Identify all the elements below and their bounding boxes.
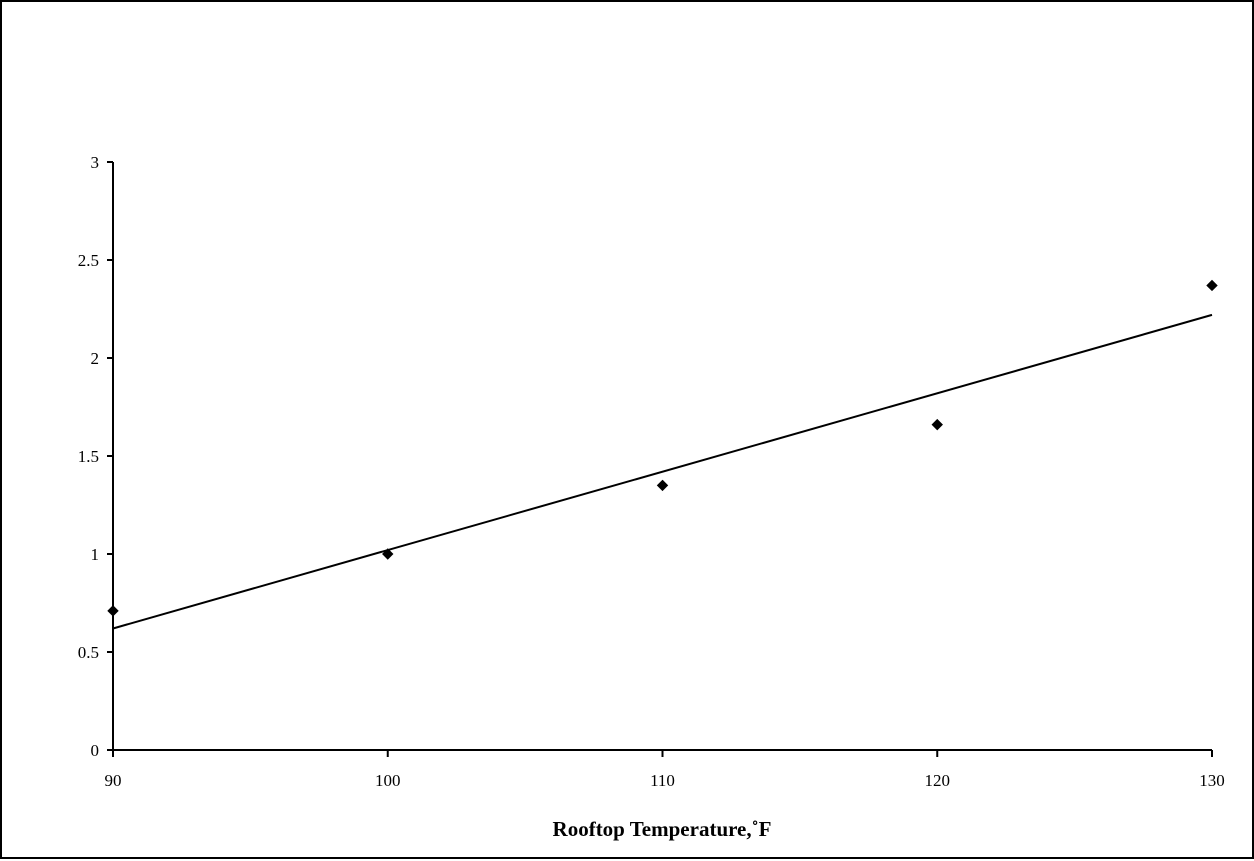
x-tick-label: 110 <box>650 771 675 790</box>
trendline-group <box>112 313 1213 630</box>
y-tick-label: 3 <box>91 153 100 172</box>
data-points <box>107 279 1218 617</box>
x-axis-title: Rooftop Temperature,˚F <box>553 817 772 841</box>
y-tick-label: 0 <box>91 741 100 760</box>
data-point <box>656 479 669 492</box>
x-tick-label: 100 <box>375 771 401 790</box>
y-tick-label: 1 <box>91 545 100 564</box>
x-tick-label: 90 <box>105 771 122 790</box>
data-point <box>382 548 394 560</box>
data-point <box>931 418 943 431</box>
y-tick-label: 1.5 <box>78 447 99 466</box>
y-tick-label: 0.5 <box>78 643 99 662</box>
x-tick-label: 130 <box>1199 771 1225 790</box>
data-point <box>107 605 119 617</box>
y-axis: 0 0.5 1 1.5 2 2.5 3 <box>78 153 114 760</box>
data-point <box>1206 279 1218 292</box>
x-axis: 90 100 110 120 130 <box>105 749 1225 790</box>
x-tick-label: 120 <box>925 771 951 790</box>
y-tick-label: 2.5 <box>78 251 99 270</box>
trendline <box>112 313 1213 630</box>
y-tick-label: 2 <box>91 349 100 368</box>
